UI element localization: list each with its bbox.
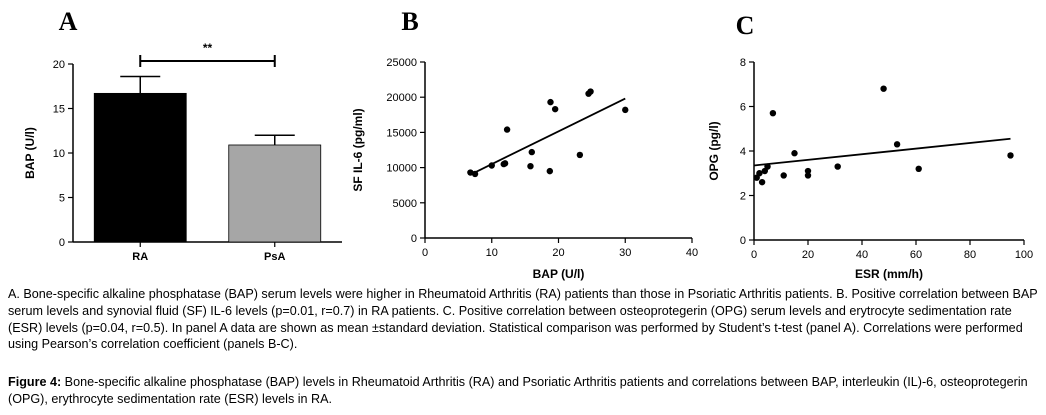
x-tick-label-B: 40 [686, 247, 698, 259]
y-tick-label-B: 15000 [386, 127, 417, 139]
bar-PsA [228, 144, 322, 243]
x-tick-label-B: 30 [619, 247, 631, 259]
data-point-C [893, 141, 901, 148]
x-tick-label-C: 60 [910, 249, 922, 261]
panel-label-B: B [401, 7, 418, 36]
data-point-B [576, 151, 584, 159]
data-point-B [547, 98, 554, 106]
data-point-B [501, 160, 509, 167]
data-point-C [780, 172, 787, 179]
figure-legend: A. Bone-specific alkaline phosphatase (B… [8, 287, 1038, 352]
caption-text: Bone-specific alkaline phosphatase (BAP)… [8, 375, 1028, 406]
x-axis-label-B: BAP (U/l) [533, 267, 585, 281]
data-point-B [471, 170, 479, 178]
data-point-C [915, 165, 922, 172]
significance-label: ** [203, 41, 213, 55]
x-tick-label-B: 0 [422, 247, 428, 259]
y-tick-label-B: 20000 [386, 92, 417, 104]
x-tick-label-C: 100 [1015, 249, 1033, 261]
caption-label: Figure 4: [8, 375, 62, 389]
data-point-B [622, 106, 629, 114]
data-point-C [1007, 152, 1014, 159]
data-point-B [587, 88, 594, 95]
figure-caption: Figure 4: Bone-specific alkaline phospha… [8, 374, 1042, 408]
data-point-C [880, 85, 887, 92]
data-point-C [834, 163, 841, 170]
panel-label-C: C [736, 11, 755, 40]
y-tick-label-C: 0 [740, 235, 746, 247]
y-tick-label-A: 10 [53, 148, 65, 160]
y-tick-label-B: 5000 [393, 198, 417, 210]
panel-label-A: A [59, 7, 78, 36]
data-point-B [527, 162, 534, 170]
x-tick-label-PsA: PsA [264, 251, 285, 263]
y-tick-label-B: 10000 [386, 163, 417, 175]
data-point-C [756, 170, 763, 177]
data-point-C [804, 167, 812, 175]
data-point-C [764, 163, 771, 170]
y-axis-label-A: BAP (U/l) [23, 127, 37, 179]
data-point-C [804, 172, 812, 179]
x-tick-label-C: 40 [856, 249, 868, 261]
data-point-C [769, 109, 777, 117]
x-tick-label-C: 0 [751, 249, 757, 261]
x-tick-label-B: 10 [486, 247, 498, 259]
data-point-B [488, 162, 495, 169]
y-tick-label-C: 4 [740, 146, 746, 158]
y-tick-label-C: 6 [740, 102, 746, 114]
y-tick-label-B: 0 [411, 233, 417, 245]
y-tick-label-A: 20 [53, 59, 65, 71]
data-point-B [546, 167, 554, 175]
x-axis-label-C: ESR (mm/h) [855, 267, 923, 281]
x-tick-label-RA: RA [132, 251, 148, 263]
y-axis-label-C: OPG (pg/l) [707, 121, 721, 180]
data-point-C [758, 178, 766, 186]
x-tick-label-C: 80 [964, 249, 976, 261]
y-tick-label-A: 0 [59, 237, 65, 249]
figure: A 0 5 10 15 20 BAP (U/l) RA PsA ** B 0 5000 10000 1500… [23, 7, 1033, 281]
y-tick-label-A: 15 [53, 104, 65, 116]
regression-line-C [753, 137, 1011, 167]
y-tick-label-C: 8 [740, 57, 746, 69]
data-point-B [503, 126, 511, 133]
data-point-B [528, 148, 535, 156]
x-tick-label-C: 20 [802, 249, 814, 261]
x-tick-label-B: 20 [552, 247, 564, 259]
data-point-B [551, 105, 559, 113]
y-tick-label-A: 5 [59, 193, 65, 205]
y-axis-label-B: SF IL-6 (pg/ml) [351, 108, 365, 191]
y-tick-label-B: 25000 [386, 57, 417, 69]
y-tick-label-C: 2 [740, 191, 746, 203]
data-point-C [791, 150, 798, 157]
regression-line-B [469, 97, 626, 176]
bar-RA [93, 92, 187, 243]
